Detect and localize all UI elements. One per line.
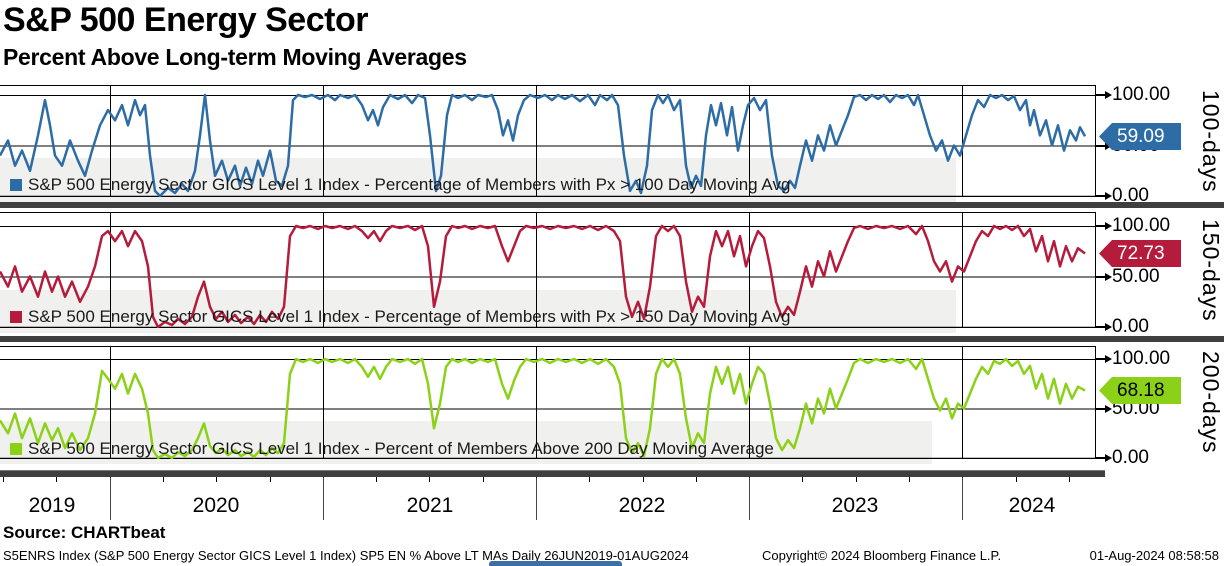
quarter-tick (270, 477, 271, 482)
year-separator (110, 478, 111, 520)
ytick-label: 50.00 (1112, 266, 1160, 287)
quarter-tick (1016, 477, 1017, 482)
panel-separator (0, 202, 1224, 208)
last-value-badge: 59.09 (1099, 123, 1181, 150)
quarter-tick (802, 477, 803, 482)
panel-axis-label: 200-days (1198, 351, 1224, 454)
legend-label: S&P 500 Energy Sector GICS Level 1 Index… (28, 307, 791, 326)
quarter-tick (696, 477, 697, 482)
series-line-200-days (0, 357, 1086, 459)
axis-tick-arrow-icon (1095, 141, 1112, 150)
axis-tick-arrow-icon (1095, 454, 1112, 462)
legend-label: S&P 500 Energy Sector GICS Level 1 Index… (28, 439, 774, 458)
legend-label: S&P 500 Energy Sector GICS Level 1 Index… (28, 175, 791, 194)
panel-axis-label: 100-days (1198, 89, 1224, 193)
legend-item: S&P 500 Energy Sector GICS Level 1 Index… (10, 439, 774, 459)
ytick-label: 0.00 (1112, 316, 1149, 337)
quarter-tick (56, 477, 57, 482)
xtick-year-label: 2022 (618, 494, 666, 517)
year-separator (749, 478, 750, 520)
legend-item: S&P 500 Energy Sector GICS Level 1 Index… (10, 175, 790, 195)
quarter-tick (643, 477, 644, 482)
quarter-tick (376, 477, 377, 482)
quarter-tick (216, 477, 217, 482)
quarter-tick (1069, 477, 1070, 482)
panel-axis-label: 150-days (1198, 218, 1224, 322)
last-value-badge: 72.73 (1099, 240, 1181, 267)
quarter-tick (589, 477, 590, 482)
axis-tick-arrow-icon (1095, 222, 1112, 230)
quarter-tick (429, 477, 430, 482)
ytick-label: 0.00 (1112, 447, 1149, 468)
ytick-label: 0.00 (1112, 185, 1149, 206)
series-line-100-days (0, 93, 1087, 197)
xtick-year-label: 2024 (1008, 494, 1056, 517)
quarter-tick (856, 477, 857, 482)
ytick-label: 100.00 (1112, 215, 1171, 236)
quarter-tick (909, 477, 910, 482)
bottom-scrollbar-thumb[interactable] (489, 561, 622, 566)
xtick-year-label: 2019 (28, 494, 76, 517)
legend-item: S&P 500 Energy Sector GICS Level 1 Index… (10, 307, 790, 327)
panel-150day-plot[interactable] (0, 212, 1100, 328)
panel-100day-plot[interactable] (0, 85, 1100, 197)
quarter-tick (483, 477, 484, 482)
xtick-year-label: 2020 (192, 494, 240, 517)
panel-separator (0, 336, 1224, 342)
legend-swatch-icon (10, 311, 22, 323)
quarter-tick (3, 477, 4, 482)
panel-200day-plot[interactable] (0, 346, 1100, 459)
page-subtitle: Percent Above Long-term Moving Averages (3, 44, 467, 70)
quarter-tick (163, 477, 164, 482)
x-axis-bar (0, 470, 1105, 477)
axis-tick-arrow-icon (1095, 272, 1112, 281)
axis-tick-arrow-icon (1095, 91, 1112, 99)
xtick-year-label: 2023 (831, 494, 879, 517)
legend-swatch-icon (10, 179, 22, 191)
axis-tick-arrow-icon (1095, 192, 1112, 200)
ytick-label: 100.00 (1112, 348, 1171, 369)
last-value-badge: 68.18 (1099, 377, 1181, 404)
axis-tick-arrow-icon (1095, 404, 1112, 413)
copyright-notice: Copyright© 2024 Bloomberg Finance L.P. (762, 548, 1002, 563)
year-separator (323, 478, 324, 520)
page-title: S&P 500 Energy Sector (3, 1, 368, 39)
year-separator (536, 478, 537, 520)
legend-band (0, 421, 932, 464)
legend-swatch-icon (10, 443, 22, 455)
ytick-label: 100.00 (1112, 84, 1171, 105)
source-label: Source: CHARTbeat (3, 523, 166, 542)
xtick-year-label: 2021 (406, 494, 454, 517)
timestamp: 01-Aug-2024 08:58:58 (1089, 548, 1219, 563)
year-separator (962, 478, 963, 520)
axis-tick-arrow-icon (1095, 323, 1112, 331)
axis-tick-arrow-icon (1095, 355, 1112, 363)
series-line-150-days (0, 224, 1086, 328)
security-description: S5ENRS Index (S&P 500 Energy Sector GICS… (3, 548, 689, 563)
